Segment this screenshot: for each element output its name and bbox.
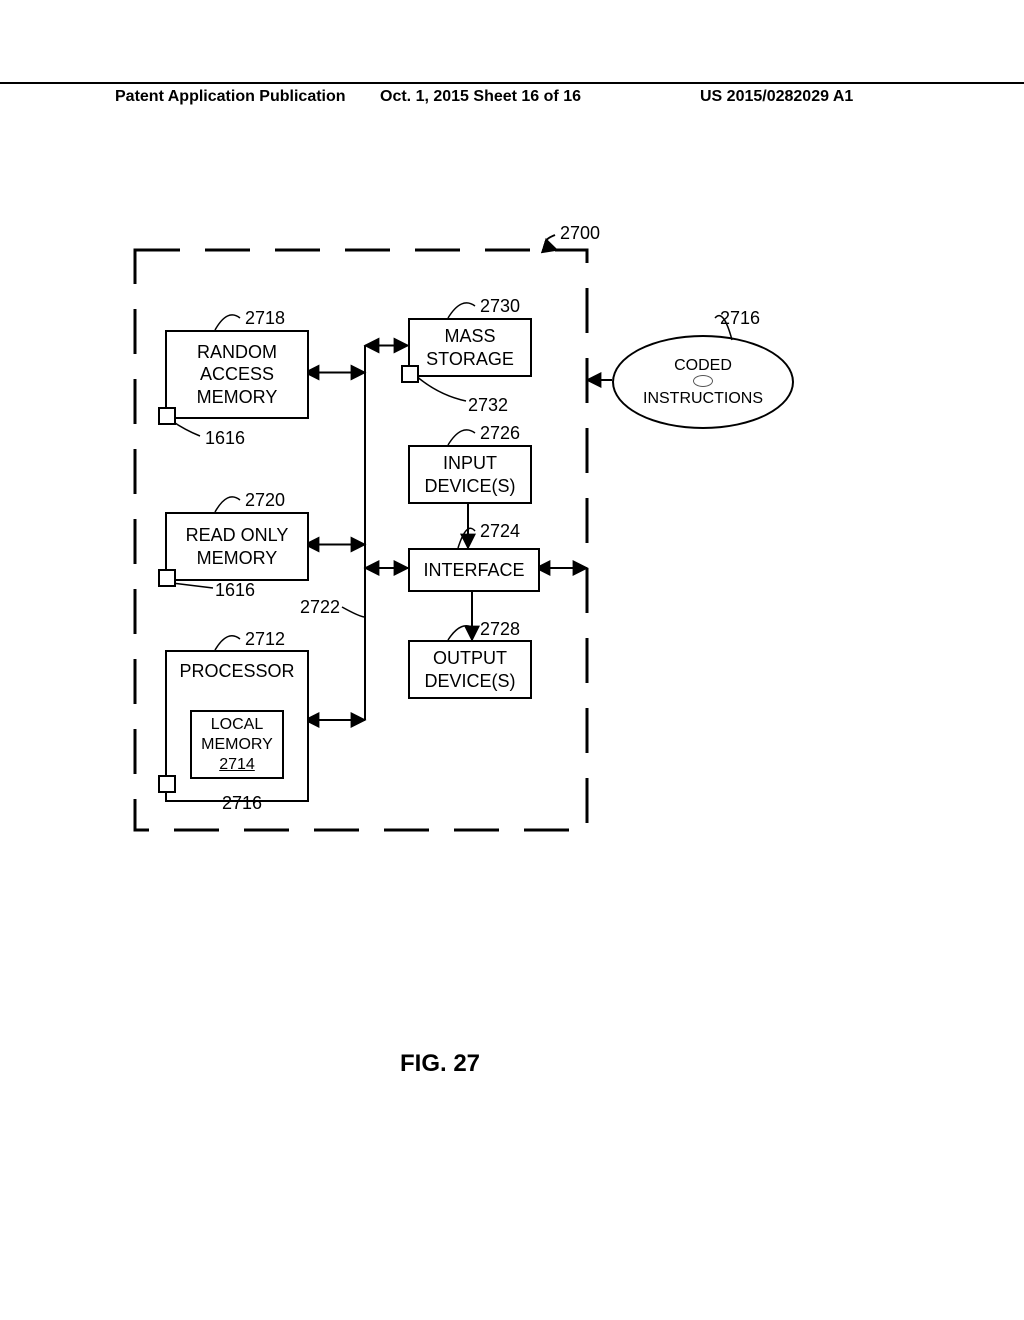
ram-corner-icon: [158, 407, 176, 425]
processor-corner-icon: [158, 775, 176, 793]
ram-label: RANDOMACCESSMEMORY: [197, 341, 278, 409]
local-memory-label: LOCALMEMORY: [201, 715, 273, 755]
local-memory-ref: 2714: [219, 755, 255, 775]
processor-ref: 2712: [245, 629, 285, 650]
coded-label-2: INSTRUCTIONS: [643, 389, 763, 408]
interface-box: INTERFACE: [408, 548, 540, 592]
coded-instructions-disc: CODED INSTRUCTIONS: [612, 335, 794, 429]
interface-ref: 2724: [480, 521, 520, 542]
mass-storage-label: MASSSTORAGE: [426, 325, 514, 370]
mass-corner-icon: [401, 365, 419, 383]
system-ref: 2700: [560, 223, 600, 244]
rom-sub-ref: 1616: [215, 580, 255, 601]
local-memory-box: LOCALMEMORY 2714: [190, 710, 284, 779]
disc-hole-icon: [693, 375, 713, 387]
input-devices-label: INPUTDEVICE(S): [424, 452, 515, 497]
figure-caption: FIG. 27: [400, 1050, 480, 1078]
ram-box: RANDOMACCESSMEMORY: [165, 330, 309, 419]
bus-ref: 2722: [300, 597, 340, 618]
coded-label-1: CODED: [674, 356, 732, 375]
rom-ref: 2720: [245, 490, 285, 511]
processor-label: PROCESSOR: [179, 660, 294, 683]
ram-ref: 2718: [245, 308, 285, 329]
mass-sub-ref: 2732: [468, 395, 508, 416]
rom-corner-icon: [158, 569, 176, 587]
mass-storage-box: MASSSTORAGE: [408, 318, 532, 377]
interface-label: INTERFACE: [423, 559, 524, 582]
rom-box: READ ONLYMEMORY: [165, 512, 309, 581]
input-ref: 2726: [480, 423, 520, 444]
output-devices-box: OUTPUTDEVICE(S): [408, 640, 532, 699]
ram-sub-ref: 1616: [205, 428, 245, 449]
processor-sub-ref: 2716: [222, 793, 262, 814]
output-ref: 2728: [480, 619, 520, 640]
mass-ref: 2730: [480, 296, 520, 317]
output-devices-label: OUTPUTDEVICE(S): [424, 647, 515, 692]
rom-label: READ ONLYMEMORY: [186, 524, 289, 569]
coded-ref: 2716: [720, 308, 760, 329]
input-devices-box: INPUTDEVICE(S): [408, 445, 532, 504]
